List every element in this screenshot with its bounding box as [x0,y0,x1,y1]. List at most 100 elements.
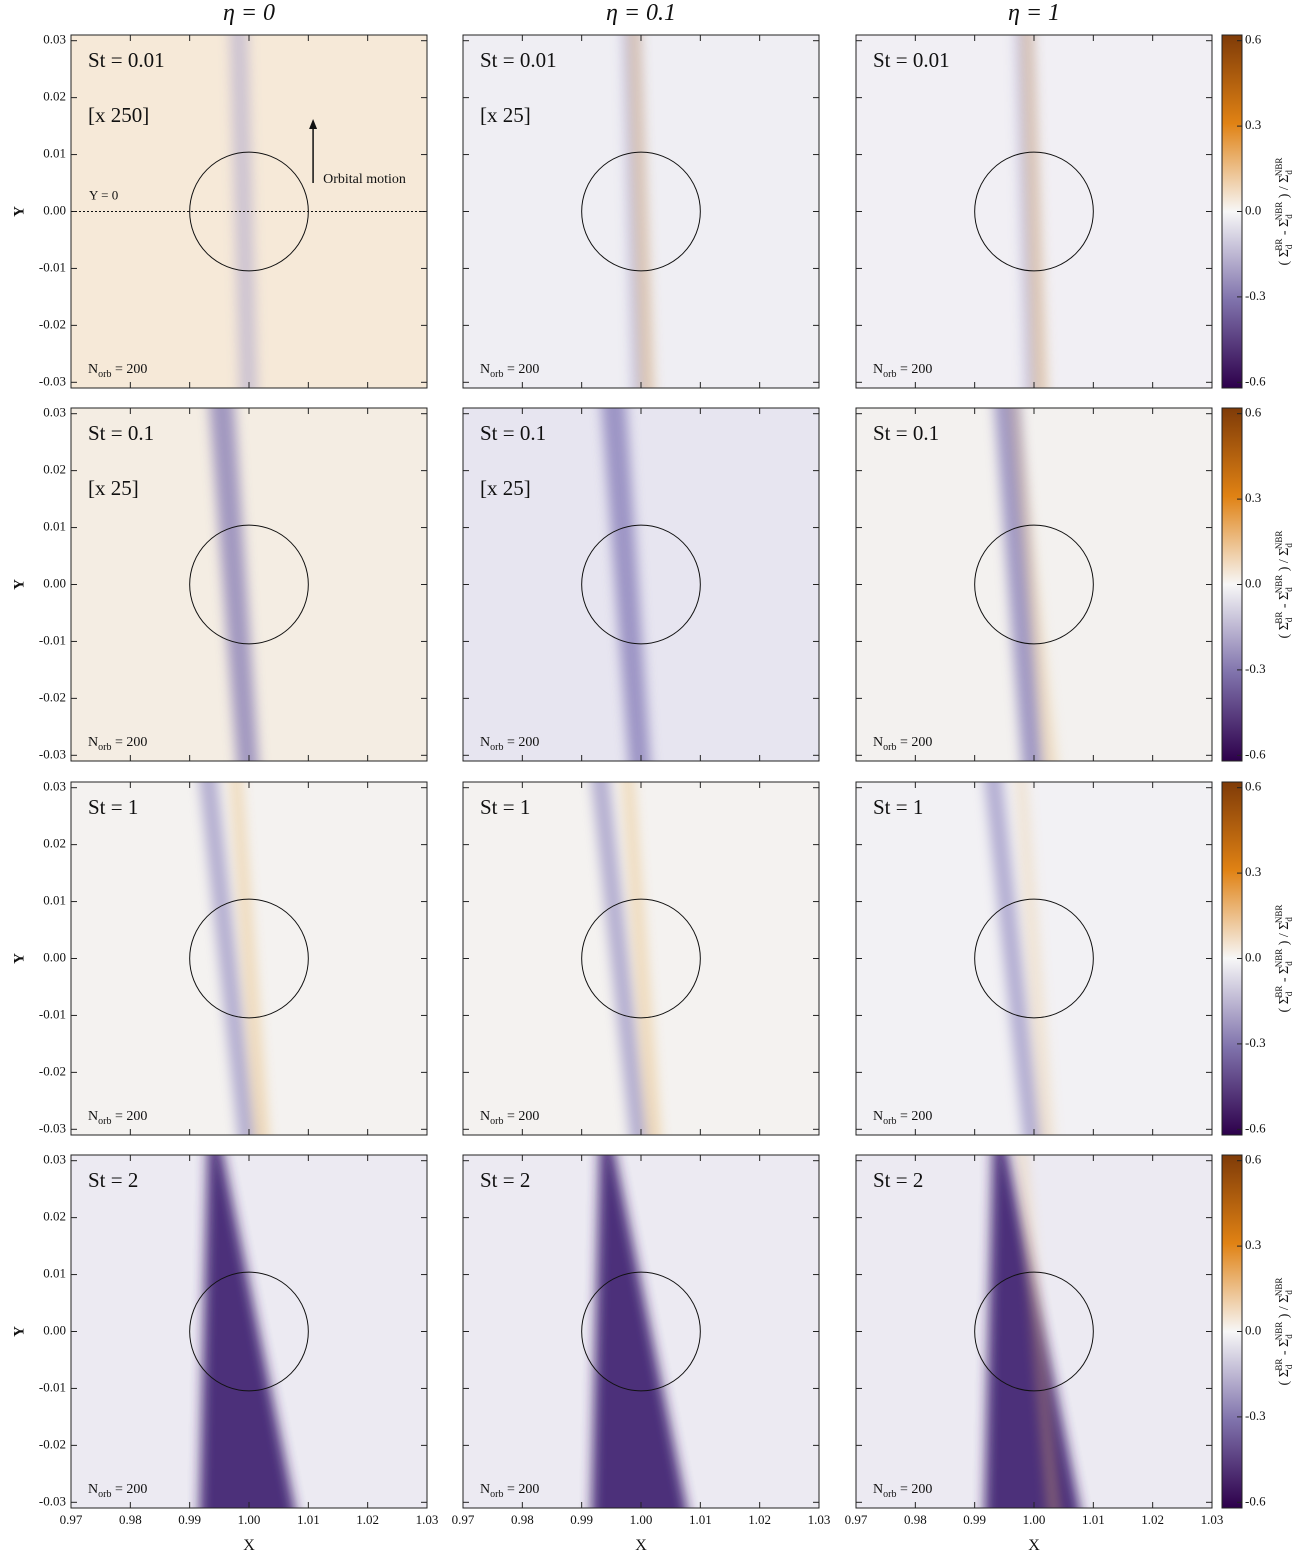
colorbar-label: ( ΣdBR - ΣdNBR ) / ΣdNBR [1274,905,1294,1013]
heatmap-feature [1022,35,1048,388]
y-axis-label: Y [11,579,27,590]
colorbar-label-part: ) / Σ [1277,922,1292,949]
panel: -0.03 -0.02 -0.01 0.00 0.01 0.02 0.03 St = 1 Nor… [11,779,428,1136]
colorbar-tick-label: 0.3 [1245,490,1261,505]
colorbar-tick-label: 0.6 [1245,405,1262,420]
panel: 0.97 0.98 0.99 1.00 1.01 1.02 1.03 St = 2 Norb =… [452,1154,831,1554]
colorbar-label-part: NBR [1274,1278,1284,1297]
y-tick-label: 0.03 [43,405,66,420]
stokes-label: St = 0.1 [480,421,546,445]
colorbar-tick-label: 0.0 [1245,949,1261,964]
orbit-symbol: N [88,1482,98,1497]
hill-sphere [974,898,1094,1019]
stokes-label: St = 1 [88,795,138,819]
orbit-subscript: orb [490,1489,503,1500]
x-tick-label: 1.02 [1141,1512,1164,1527]
y-tick-label: 0.01 [43,1266,66,1281]
colorbar-tick-label: -0.3 [1245,1408,1266,1423]
heatmap [856,408,1212,761]
orbit-value: = 200 [111,1109,147,1124]
orbit-subscript: orb [490,1116,503,1127]
panel: St = 1 Norb = 200 [855,781,1213,1136]
scale-factor: [x 25] [480,476,531,500]
colorbar-label-part: NBR [1274,1322,1284,1341]
orbit-count: Norb = 200 [480,362,539,380]
colorbar-label-part: d [1284,1334,1294,1339]
colorbar-label: ( ΣdBR - ΣdNBR ) / ΣdNBR [1274,531,1294,639]
panel: St = 0.01 [x 25] Norb = 200 [462,34,820,389]
y-tick-label: -0.02 [39,1436,66,1451]
heatmap-feature [1010,408,1057,761]
colorbar-tick-label: -0.3 [1245,1035,1266,1050]
y-tick-label: -0.01 [39,259,66,274]
column-title: η = 1 [1008,0,1060,26]
heatmap-feature [984,782,1041,1135]
y-axis-label: Y [11,206,27,217]
y-tick-label: 0.00 [43,202,66,217]
scale-factor: [x 25] [88,476,139,500]
orbit-count: Norb = 200 [873,735,932,753]
heatmap [71,782,427,1135]
x-tick-label: 1.03 [808,1512,831,1527]
orbit-symbol: N [88,362,98,377]
y-tick-label: 0.02 [43,89,66,104]
orbit-count: Norb = 200 [88,735,147,753]
orbit-value: = 200 [111,735,147,750]
heatmap [463,408,819,761]
orbit-subscript: orb [98,742,111,753]
x-axis-label: X [1028,1537,1040,1554]
y-tick-label: 0.00 [43,575,66,590]
colorbar-label-part: BR [1274,1359,1284,1371]
heatmap [463,35,819,388]
orbit-count: Norb = 200 [88,362,147,380]
x-tick-label: 1.01 [689,1512,712,1527]
y-tick-label: -0.01 [39,1379,66,1394]
y-tick-label: -0.01 [39,1006,66,1021]
colorbar-label-part: d [1284,1290,1294,1295]
colorbar-label-part: ) / Σ [1277,1295,1292,1322]
panel: -0.03 -0.02 -0.01 0.00 0.01 0.02 0.03 St = 0.01… [11,32,428,389]
heatmap [463,1155,819,1508]
orbit-symbol: N [480,1109,490,1124]
heatmap-feature [984,1155,1080,1508]
heatmap-feature [591,1155,687,1508]
colorbar: -0.6-0.30.00.30.6( ΣdBR - ΣdNBR ) / ΣdNB… [1221,1152,1294,1509]
x-tick-label: 1.03 [1201,1512,1224,1527]
stokes-label: St = 0.01 [480,48,557,72]
colorbar-label-part: NBR [1274,531,1284,550]
colorbar-label-part: BR [1274,986,1284,998]
panel: St = 0.1 [x 25] Norb = 200 [462,407,820,762]
y-tick-label: -0.03 [39,746,66,761]
hill-sphere [974,524,1094,645]
scale-factor: [x 25] [480,103,531,127]
orbit-value: = 200 [111,362,147,377]
colorbar-tick-label: 0.0 [1245,575,1261,590]
colorbar-label-part: ) / Σ [1277,548,1292,575]
hill-sphere [974,1271,1094,1392]
orbit-value: = 200 [503,735,539,750]
colorbar-tick-label: 0.0 [1245,202,1261,217]
x-tick-label: 1.03 [416,1512,439,1527]
orbit-count: Norb = 200 [88,1109,147,1127]
orbit-subscript: orb [98,1489,111,1500]
orbit-symbol: N [480,1482,490,1497]
colorbar-label-part: NBR [1274,158,1284,177]
stokes-label: St = 0.1 [873,421,939,445]
annotation: Y = 0 [89,188,118,203]
colorbar-label-part: ( Σ [1277,996,1292,1012]
hill-sphere [581,151,701,272]
orbit-count: Norb = 200 [873,362,932,380]
y-tick-label: -0.03 [39,1120,66,1135]
y-tick-label: 0.01 [43,146,66,161]
stokes-label: St = 2 [480,1168,530,1192]
stokes-label: St = 1 [873,795,923,819]
y-tick-label: -0.01 [39,632,66,647]
y-tick-label: 0.01 [43,519,66,534]
y-tick-label: -0.03 [39,1493,66,1508]
y-axis-label: Y [11,953,27,964]
colorbar-tick-label: 0.6 [1245,32,1262,47]
panel: St = 1 Norb = 200 [462,781,820,1136]
colorbar-label-part: NBR [1274,905,1284,924]
colorbar-tick-label: -0.6 [1245,373,1266,388]
